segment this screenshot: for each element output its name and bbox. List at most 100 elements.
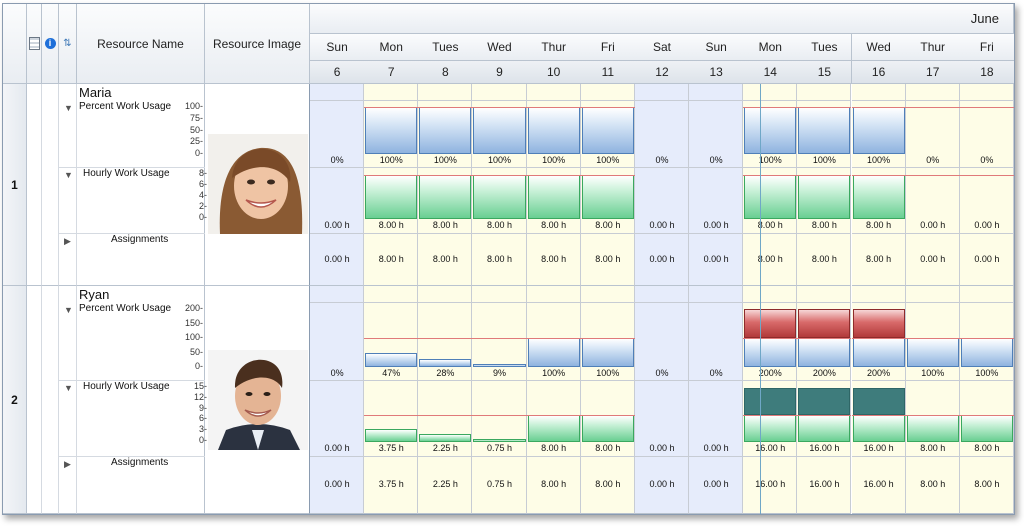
hourly-usage-bar[interactable] [906,415,959,442]
day-name-header[interactable]: Sat [634,34,691,61]
collapse-arrow-icon[interactable]: ▼ [64,383,73,393]
hourly-usage-bar[interactable] [473,439,526,442]
resource-image-header[interactable]: Resource Image [205,4,310,84]
sort-column-button[interactable]: ⇅ [59,4,77,84]
hourly-usage-bar[interactable] [581,415,634,442]
day-cell[interactable] [310,286,365,514]
day-number-header[interactable]: 16 [851,61,907,84]
row-select-cell[interactable] [27,84,42,286]
day-name-header[interactable]: Fri [959,34,1014,61]
day-name-header[interactable]: Sun [689,34,745,61]
day-cell[interactable] [905,84,960,286]
overallocation-bar[interactable] [798,309,851,338]
day-cell[interactable] [689,286,744,514]
day-number-header[interactable]: 10 [526,61,582,84]
hourly-usage-bar[interactable] [365,175,418,219]
collapse-arrow-icon[interactable]: ▼ [64,103,73,113]
percent-usage-bar[interactable] [419,107,472,154]
percent-usage-bar[interactable] [852,107,905,154]
hourly-usage-bar[interactable] [960,415,1013,442]
overallocation-bar[interactable] [744,309,797,338]
hourly-usage-bar[interactable] [852,175,905,219]
row-number[interactable]: 2 [3,286,27,514]
resource-name[interactable]: Maria [79,85,112,100]
grid-options-button[interactable] [27,4,42,84]
day-cell[interactable] [905,286,960,514]
hourly-usage-bar[interactable] [473,175,526,219]
percent-usage-bar[interactable] [744,107,797,154]
day-name-header[interactable]: Mon [743,34,799,61]
percent-usage-bar[interactable] [960,338,1013,367]
hourly-usage-bar[interactable] [365,429,418,442]
day-cell[interactable] [364,286,419,514]
percent-usage-bar[interactable] [473,364,526,367]
row-select-cell[interactable] [27,286,42,514]
info-column-button[interactable]: i [42,4,59,84]
day-number-header[interactable]: 9 [472,61,528,84]
percent-usage-bar[interactable] [852,338,905,367]
percent-usage-bar[interactable] [365,353,418,367]
day-name-header[interactable]: Thur [905,34,961,61]
day-number-header[interactable]: 6 [310,61,366,84]
percent-usage-bar[interactable] [419,358,472,367]
day-cell[interactable] [634,84,690,286]
collapse-arrow-icon[interactable]: ▼ [64,305,73,315]
day-cell[interactable] [472,286,527,514]
hourly-usage-bar[interactable] [581,175,634,219]
day-name-header[interactable]: Fri [580,34,636,61]
overtime-bar[interactable] [852,388,905,415]
hourly-usage-bar[interactable] [744,415,797,442]
collapse-arrow-icon[interactable]: ▼ [64,170,73,180]
day-cell[interactable] [959,84,1014,286]
overtime-bar[interactable] [744,388,797,415]
percent-usage-bar[interactable] [581,338,634,367]
day-number-header[interactable]: 11 [580,61,636,84]
day-name-header[interactable]: Wed [851,34,907,61]
day-number-header[interactable]: 15 [797,61,853,84]
day-number-header[interactable]: 12 [634,61,691,84]
percent-usage-bar[interactable] [798,107,851,154]
percent-usage-bar[interactable] [798,338,851,367]
expand-arrow-icon[interactable]: ▶ [64,459,71,469]
resource-name-header[interactable]: Resource Name [77,4,205,84]
resource-name[interactable]: Ryan [79,287,110,302]
hourly-usage-bar[interactable] [798,175,851,219]
day-name-header[interactable]: Tues [418,34,474,61]
day-number-header[interactable]: 14 [743,61,799,84]
day-cell[interactable] [689,84,744,286]
hourly-usage-bar[interactable] [527,175,580,219]
day-cell[interactable] [310,84,365,286]
percent-usage-bar[interactable] [581,107,634,154]
day-number-header[interactable]: 7 [364,61,420,84]
hourly-usage-bar[interactable] [419,434,472,442]
expand-arrow-icon[interactable]: ▶ [64,236,71,246]
percent-usage-bar[interactable] [906,338,959,367]
hourly-usage-bar[interactable] [419,175,472,219]
hourly-usage-bar[interactable] [798,415,851,442]
day-number-header[interactable]: 17 [905,61,961,84]
hourly-usage-bar[interactable] [744,175,797,219]
percent-usage-bar[interactable] [365,107,418,154]
hourly-usage-bar[interactable] [852,415,905,442]
day-name-header[interactable]: Wed [472,34,528,61]
day-cell[interactable] [580,286,635,514]
hourly-usage-bar[interactable] [527,415,580,442]
day-cell[interactable] [526,286,581,514]
percent-usage-bar[interactable] [473,107,526,154]
day-number-header[interactable]: 8 [418,61,474,84]
percent-usage-bar[interactable] [744,338,797,367]
percent-usage-bar[interactable] [527,338,580,367]
day-number-header[interactable]: 13 [689,61,745,84]
day-name-header[interactable]: Mon [364,34,420,61]
day-cell[interactable] [418,286,473,514]
overtime-bar[interactable] [798,388,851,415]
day-cell[interactable] [634,286,690,514]
row-number[interactable]: 1 [3,84,27,286]
day-cell[interactable] [959,286,1014,514]
overallocation-bar[interactable] [852,309,905,338]
day-name-header[interactable]: Sun [310,34,366,61]
day-name-header[interactable]: Thur [526,34,582,61]
percent-usage-bar[interactable] [527,107,580,154]
day-number-header[interactable]: 18 [959,61,1014,84]
day-name-header[interactable]: Tues [797,34,853,61]
